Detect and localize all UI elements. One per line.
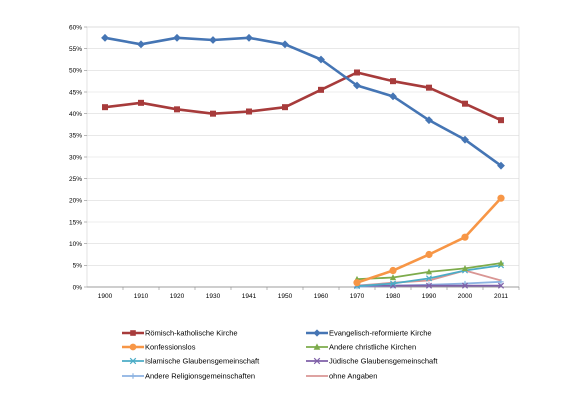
- data-point: [426, 84, 432, 91]
- data-point: [173, 33, 181, 42]
- legend-item: Römisch-katholische Kirche: [122, 329, 238, 338]
- data-point: [174, 106, 180, 113]
- x-tick-label: 1910: [134, 293, 149, 300]
- legend-marker: [130, 330, 136, 336]
- y-axis: 0% 5% 10% 15% 20% 25% 30% 35% 40% 45% 50% 55% 60%: [69, 24, 87, 291]
- data-point: [210, 110, 216, 117]
- y-tick-label: 35%: [69, 133, 82, 140]
- x-tick-label: 2011: [494, 293, 508, 300]
- y-tick-label: 50%: [69, 68, 82, 75]
- data-point: [137, 40, 145, 49]
- legend-item: Islamische Glaubensgemeinschaft: [122, 357, 260, 366]
- data-point: [497, 282, 505, 289]
- data-point: [425, 116, 433, 125]
- series-1: [101, 33, 505, 170]
- series-line: [104, 71, 502, 122]
- data-point: [497, 259, 505, 266]
- legend-label: Andere Religionsgemeinschaften: [145, 372, 255, 381]
- data-point: [461, 233, 469, 241]
- legend-item: Konfessionslos: [122, 343, 196, 352]
- x-tick-label: 1950: [278, 293, 293, 300]
- data-point: [390, 78, 396, 85]
- x-tick-label: 1941: [242, 293, 257, 300]
- data-point: [498, 117, 504, 124]
- data-point: [425, 268, 433, 275]
- y-tick-label: 40%: [69, 111, 82, 118]
- legend-marker: [129, 343, 137, 351]
- y-tick-label: 20%: [69, 198, 82, 205]
- data-point: [498, 279, 504, 285]
- data-point: [102, 104, 108, 111]
- legend-marker: [313, 329, 321, 337]
- y-tick-label: 25%: [69, 176, 82, 183]
- legend-item: Andere Religionsgemeinschaften: [122, 372, 255, 381]
- data-point: [461, 135, 469, 144]
- data-point: [353, 279, 361, 287]
- legend-item: ohne Angaben: [306, 372, 377, 381]
- data-point: [101, 33, 109, 42]
- data-point: [245, 33, 253, 42]
- legend-item: Evangelisch-reformierte Kirche: [306, 329, 432, 338]
- data-point: [246, 108, 252, 115]
- legend-label: ohne Angaben: [329, 372, 377, 381]
- data-point: [425, 250, 433, 259]
- data-point: [138, 99, 144, 106]
- legend-item: Andere christliche Kirchen: [306, 343, 416, 352]
- data-point: [389, 266, 397, 275]
- data-point: [462, 100, 468, 107]
- x-tick-label: 1980: [386, 293, 401, 300]
- legend-label: Jüdische Glaubensgemeinschaft: [329, 357, 438, 366]
- data-point: [317, 55, 325, 64]
- data-point: [461, 264, 469, 271]
- legend: Römisch-katholische Kirche Evangelisch-re…: [122, 329, 438, 381]
- data-point: [425, 282, 433, 289]
- x-tick-label: 1900: [98, 293, 113, 300]
- data-point: [497, 161, 505, 170]
- data-point: [354, 69, 360, 76]
- y-tick-label: 55%: [69, 46, 82, 53]
- y-tick-label: 10%: [69, 241, 82, 248]
- data-point: [389, 92, 397, 101]
- legend-label: Konfessionslos: [145, 343, 196, 352]
- y-tick-label: 60%: [69, 24, 82, 31]
- series-layer: [101, 33, 505, 290]
- x-tick-label: 1970: [350, 293, 365, 300]
- y-tick-label: 30%: [69, 154, 82, 161]
- data-point: [389, 280, 397, 287]
- data-point: [461, 282, 469, 289]
- data-point: [318, 86, 324, 93]
- data-point: [282, 104, 288, 111]
- y-tick-label: 5%: [73, 263, 83, 270]
- legend-label: Römisch-katholische Kirche: [145, 329, 238, 338]
- y-tick-label: 15%: [69, 219, 82, 226]
- legend-label: Evangelisch-reformierte Kirche: [329, 329, 432, 338]
- series-2: [353, 194, 505, 287]
- data-point: [389, 274, 397, 281]
- legend-marker: [313, 357, 321, 365]
- x-tick-label: 1930: [206, 293, 221, 300]
- legend-label: Andere christliche Kirchen: [329, 343, 416, 352]
- data-point: [209, 36, 217, 44]
- series-0: [102, 69, 504, 124]
- y-tick-label: 45%: [69, 89, 82, 96]
- x-tick-label: 1960: [314, 293, 329, 300]
- series-line: [104, 36, 502, 167]
- legend-marker: [129, 357, 137, 365]
- data-point: [497, 194, 505, 202]
- data-point: [281, 40, 289, 49]
- data-point: [353, 81, 361, 90]
- x-tick-label: 1990: [422, 293, 437, 300]
- x-tick-label: 1920: [170, 293, 185, 300]
- legend-label: Islamische Glaubensgemeinschaft: [145, 357, 260, 366]
- y-tick-label: 0%: [73, 284, 83, 291]
- legend-item: Jüdische Glaubensgemeinschaft: [306, 357, 438, 366]
- x-tick-label: 2000: [458, 293, 473, 300]
- legend-marker: [130, 373, 136, 379]
- x-axis: 1900 1910 1920 1930 1941 1950 1960 1970 1980 1990…: [87, 286, 520, 300]
- data-point: [425, 275, 433, 282]
- legend-marker: [313, 343, 321, 350]
